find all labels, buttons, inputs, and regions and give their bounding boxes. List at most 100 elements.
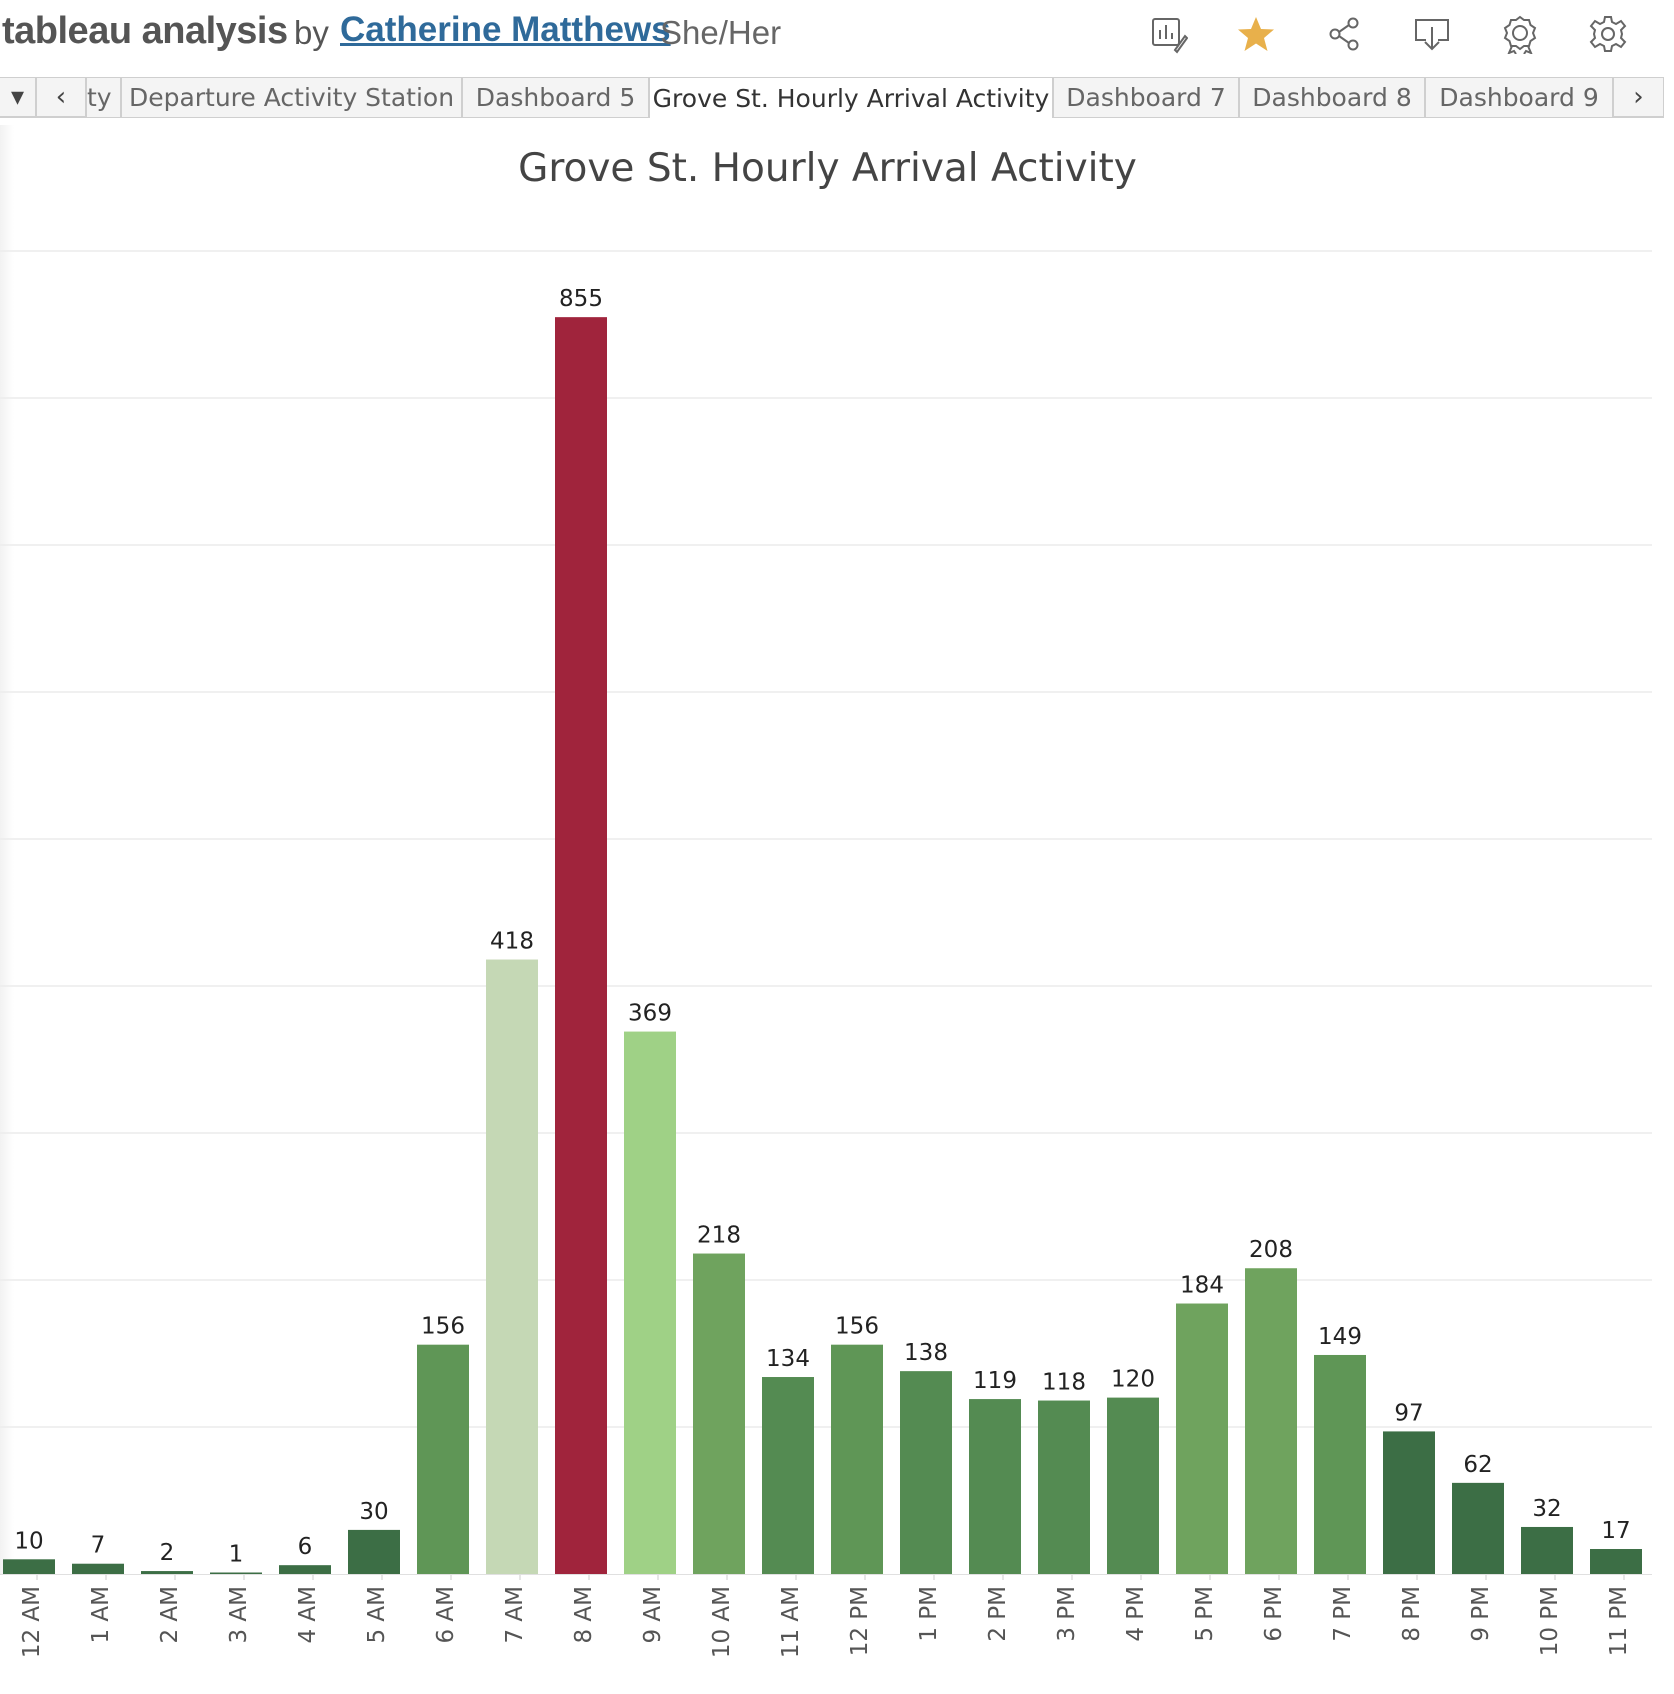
x-axis: 12 AM 1 AM 2 AM 3 AM 4 AM 5 AM 6 AM 7 AM 8 AM 9 A… xyxy=(0,1574,1652,1658)
bar-value-label: 62 xyxy=(1463,1452,1492,1478)
x-tick-label: 9 PM xyxy=(1468,1586,1494,1642)
workbook-title: tableau analysis xyxy=(2,10,288,52)
x-tick-label: 5 AM xyxy=(364,1586,390,1644)
award-icon[interactable] xyxy=(1498,12,1542,56)
tab-scroll-right-icon[interactable]: › xyxy=(1613,77,1664,117)
bar[interactable] xyxy=(1590,1549,1642,1574)
favorite-star-icon[interactable] xyxy=(1234,12,1278,56)
download-icon[interactable] xyxy=(1410,12,1454,56)
bar-value-label: 97 xyxy=(1394,1400,1423,1426)
bar[interactable] xyxy=(1245,1268,1297,1574)
x-tick-label: 8 AM xyxy=(571,1586,597,1644)
tab-departure-activity-station[interactable]: Departure Activity Station xyxy=(121,77,462,117)
x-tick-label: 2 PM xyxy=(985,1586,1011,1642)
x-tick-label: 7 AM xyxy=(502,1586,528,1644)
by-label: by xyxy=(294,14,329,51)
bar-value-label: 118 xyxy=(1042,1370,1086,1396)
tab-grove-st-hourly-arrival-activity[interactable]: Grove St. Hourly Arrival Activity xyxy=(649,77,1053,118)
bar-value-label: 2 xyxy=(160,1540,175,1566)
bar-value-label: 418 xyxy=(490,929,534,955)
bar[interactable] xyxy=(1107,1397,1159,1574)
bar-value-label: 208 xyxy=(1249,1237,1293,1263)
bar-value-label: 7 xyxy=(91,1533,106,1559)
bar[interactable] xyxy=(624,1031,676,1574)
bar[interactable] xyxy=(900,1371,952,1574)
bar-value-label: 218 xyxy=(697,1223,741,1249)
bar[interactable] xyxy=(1314,1354,1366,1574)
bars xyxy=(3,317,1642,1574)
bar-value-label: 369 xyxy=(628,1001,672,1027)
bar[interactable] xyxy=(210,1572,262,1575)
bar-value-label: 119 xyxy=(973,1368,1017,1394)
bar[interactable] xyxy=(72,1563,124,1574)
workbook-header: tableau analysis by Catherine Matthews S… xyxy=(0,0,1674,72)
bar-value-label: 17 xyxy=(1601,1518,1630,1544)
bar-value-label: 134 xyxy=(766,1346,810,1372)
x-tick-label: 5 PM xyxy=(1192,1586,1218,1642)
bar-value-label: 6 xyxy=(298,1534,313,1560)
bar[interactable] xyxy=(1176,1303,1228,1574)
x-tick-label: 12 AM xyxy=(19,1586,45,1658)
x-tick-label: 7 PM xyxy=(1330,1586,1356,1642)
x-tick-label: 12 PM xyxy=(847,1586,873,1656)
x-tick-label: 2 AM xyxy=(157,1586,183,1644)
x-tick-label: 6 AM xyxy=(433,1586,459,1644)
tab-dashboard-8[interactable]: Dashboard 8 xyxy=(1239,77,1425,117)
x-tick-label: 4 PM xyxy=(1123,1586,1149,1642)
tab-partial[interactable]: ty xyxy=(86,77,121,117)
bar[interactable] xyxy=(141,1571,193,1574)
bar[interactable] xyxy=(762,1377,814,1574)
bar[interactable] xyxy=(831,1344,883,1574)
edit-chart-icon[interactable] xyxy=(1146,12,1190,56)
bar[interactable] xyxy=(1383,1431,1435,1574)
bar[interactable] xyxy=(279,1565,331,1574)
bar[interactable] xyxy=(693,1253,745,1574)
chart-title: Grove St. Hourly Arrival Activity xyxy=(518,146,1137,191)
bar[interactable] xyxy=(1521,1526,1573,1574)
bar-value-label: 149 xyxy=(1318,1324,1362,1350)
tab-dashboard-5[interactable]: Dashboard 5 xyxy=(462,77,649,117)
bar[interactable] xyxy=(3,1559,55,1574)
x-tick-label: 1 PM xyxy=(916,1586,942,1642)
bar-value-label: 138 xyxy=(904,1340,948,1366)
tab-dashboard-9[interactable]: Dashboard 9 xyxy=(1425,77,1613,117)
x-tick-label: 10 AM xyxy=(709,1586,735,1658)
sheet-tab-bar: ▾ ‹ ty Departure Activity Station Dashbo… xyxy=(0,77,1664,118)
bar-value-label: 1 xyxy=(229,1542,244,1568)
panel-edge-shadow xyxy=(0,125,14,1575)
bar[interactable] xyxy=(417,1344,469,1574)
x-tick-label: 9 AM xyxy=(640,1586,666,1644)
x-tick-label: 4 AM xyxy=(295,1586,321,1644)
x-tick-label: 1 AM xyxy=(88,1586,114,1644)
bar-value-label: 10 xyxy=(14,1528,43,1554)
x-tick-label: 10 PM xyxy=(1537,1586,1563,1656)
bar-value-label: 184 xyxy=(1180,1273,1224,1299)
bar[interactable] xyxy=(969,1399,1021,1574)
bar[interactable] xyxy=(348,1529,400,1574)
tab-menu-chevron-down-icon[interactable]: ▾ xyxy=(0,77,36,117)
x-tick-label: 11 PM xyxy=(1606,1586,1632,1656)
bar-value-label: 120 xyxy=(1111,1367,1155,1393)
bar-value-label: 30 xyxy=(359,1499,388,1525)
bar[interactable] xyxy=(1452,1482,1504,1574)
bar[interactable] xyxy=(486,959,538,1574)
bar-value-label: 32 xyxy=(1532,1496,1561,1522)
tab-scroll-left-icon[interactable]: ‹ xyxy=(36,77,86,117)
author-pronouns: She/Her xyxy=(660,14,782,51)
bar-value-label: 156 xyxy=(835,1314,879,1340)
x-tick-label: 8 PM xyxy=(1399,1586,1425,1642)
author-link[interactable]: Catherine Matthews xyxy=(340,10,671,49)
x-tick-label: 11 AM xyxy=(778,1586,804,1658)
bar-value-label: 855 xyxy=(559,286,603,312)
settings-gear-icon[interactable] xyxy=(1586,12,1630,56)
x-tick-label: 3 AM xyxy=(226,1586,252,1644)
share-icon[interactable] xyxy=(1322,12,1366,56)
x-tick-label: 6 PM xyxy=(1261,1586,1287,1642)
tab-dashboard-7[interactable]: Dashboard 7 xyxy=(1053,77,1239,117)
gridlines xyxy=(0,250,1652,1428)
bar[interactable] xyxy=(1038,1400,1090,1574)
x-tick-label: 3 PM xyxy=(1054,1586,1080,1642)
bar[interactable] xyxy=(555,317,607,1574)
